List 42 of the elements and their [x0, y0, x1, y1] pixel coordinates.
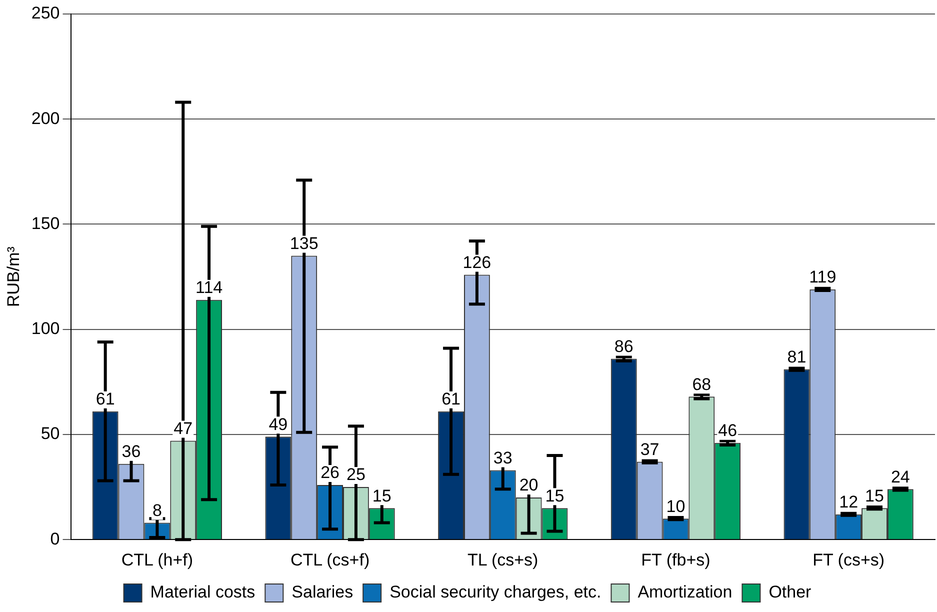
- data-label: 15: [865, 486, 884, 506]
- data-label: 26: [320, 463, 340, 482]
- data-label: 8: [152, 500, 162, 520]
- legend-label: Salaries: [292, 582, 354, 602]
- data-label: 25: [346, 465, 366, 484]
- data-label: 46: [718, 421, 738, 440]
- data-label: 15: [372, 486, 392, 506]
- legend-label: Social security charges, etc.: [390, 582, 602, 602]
- y-tick-label: 100: [31, 319, 60, 338]
- data-label: 47: [174, 418, 193, 438]
- data-label: 119: [809, 268, 836, 287]
- data-label: 20: [519, 476, 538, 495]
- data-label: 33: [493, 448, 512, 468]
- data-label: 61: [442, 390, 460, 409]
- data-label: 86: [614, 336, 634, 356]
- y-tick-label: 200: [31, 108, 60, 128]
- data-label: 114: [195, 278, 223, 298]
- y-tick-label: 150: [31, 214, 60, 233]
- y-tick-label: 0: [50, 529, 60, 548]
- x-tick-label: FT (fb+s): [641, 550, 710, 570]
- y-tick-label: 250: [31, 4, 60, 23]
- y-tick-label: 50: [40, 424, 60, 444]
- data-label: 135: [290, 234, 318, 253]
- data-label: 10: [666, 496, 686, 516]
- data-label: 61: [96, 390, 115, 409]
- x-tick-label: FT (cs+s): [812, 550, 885, 570]
- legend-label: Other: [768, 582, 812, 602]
- data-label: 24: [890, 467, 910, 486]
- legend-label: Amortization: [638, 582, 732, 602]
- data-label: 36: [122, 442, 141, 462]
- data-label: 126: [462, 252, 492, 272]
- data-label: 81: [787, 347, 806, 366]
- x-tick-label: CTL (cs+f): [290, 550, 370, 570]
- data-label: 12: [839, 492, 858, 512]
- data-label: 15: [545, 486, 564, 506]
- data-label: 68: [692, 374, 712, 394]
- y-axis-title: RUB/m³: [4, 246, 23, 308]
- data-label: 37: [640, 440, 660, 459]
- x-tick-label: CTL (h+f): [121, 550, 194, 570]
- data-label: 49: [268, 414, 288, 434]
- legend-label: Material costs: [150, 582, 256, 602]
- x-tick-label: TL (cs+s): [468, 550, 538, 570]
